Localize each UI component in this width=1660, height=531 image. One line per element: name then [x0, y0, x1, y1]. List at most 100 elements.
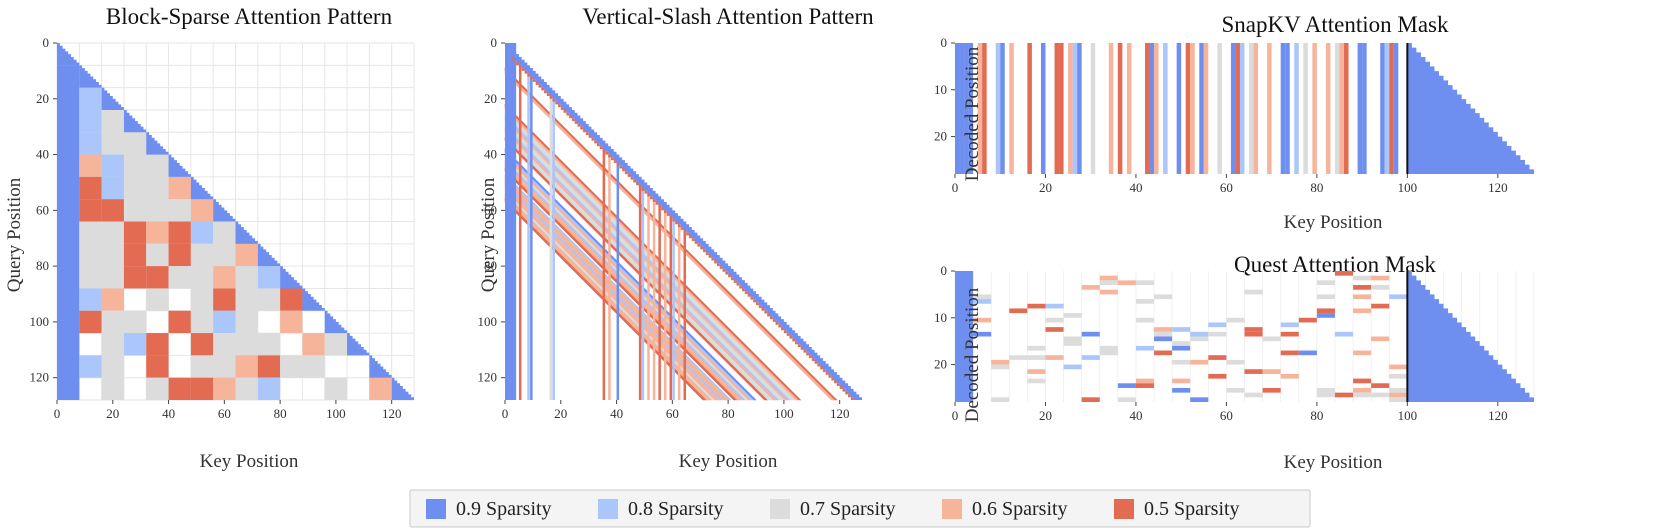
block-cell [101, 176, 124, 200]
selected-page [1154, 350, 1173, 356]
selected-page [991, 364, 1010, 370]
vertical-slash-xtick-label: 20 [554, 406, 567, 421]
selected-page [1045, 303, 1064, 309]
kept-column [959, 43, 965, 174]
legend-label: 0.9 Sparsity [456, 498, 552, 520]
snapkv-ytick-label: 0 [941, 35, 948, 50]
block-cell [101, 355, 124, 378]
vertical-line [669, 207, 673, 400]
legend-label: 0.8 Sparsity [628, 498, 724, 520]
kept-column [1176, 43, 1182, 174]
selected-page [1208, 355, 1227, 360]
selected-page [1334, 392, 1354, 398]
vertical-line [652, 190, 656, 400]
selected-page [1334, 271, 1354, 276]
selected-page [1244, 289, 1263, 295]
quest-plot-area [954, 271, 1535, 402]
block-cell [146, 333, 169, 356]
quest-ticks: 0 20 40 60 80 100 120 0 10 20 [934, 263, 1508, 423]
block-sparse-ytick-label: 60 [36, 202, 49, 217]
kept-column [1312, 43, 1317, 174]
selected-page [1280, 373, 1299, 379]
block-cell [146, 176, 169, 200]
selected-page [1371, 275, 1390, 281]
block-cell [123, 221, 147, 244]
block-cell [123, 199, 147, 222]
selected-page [1298, 317, 1317, 323]
snapkv-panel: SnapKV Attention Mask 0 20 40 60 80 100 120 0 10… [934, 12, 1534, 233]
block-cell [79, 87, 102, 110]
selected-page [1172, 327, 1191, 332]
selected-page [1081, 355, 1100, 360]
selected-page [1244, 392, 1263, 398]
selected-page [1244, 327, 1263, 332]
block-cell [101, 132, 124, 155]
causal-triangle [1407, 43, 1534, 174]
snapkv-xtick-label: 100 [1398, 180, 1418, 195]
selected-page [1135, 280, 1155, 286]
kept-column [982, 43, 987, 174]
selected-page [1316, 313, 1335, 318]
selected-page [1009, 308, 1028, 314]
kept-column [1009, 43, 1014, 174]
kept-column [1389, 43, 1394, 174]
kept-column [964, 43, 969, 174]
block-cell [146, 266, 169, 289]
quest-ytick-label: 10 [934, 310, 947, 325]
legend-item: 0.8 Sparsity [598, 498, 724, 520]
selected-page [1208, 373, 1227, 379]
selected-page [1081, 397, 1100, 402]
kept-column [1072, 43, 1078, 174]
selected-page [1099, 275, 1118, 281]
vertical-slash-ytick-label: 20 [484, 91, 497, 106]
block-cell [79, 176, 102, 200]
block-sparse-ylabel: Query Position [4, 177, 25, 292]
kept-column [1294, 43, 1299, 174]
block-cell [235, 310, 258, 334]
block-cell [280, 288, 303, 311]
selected-page [973, 299, 992, 304]
selected-page [1027, 355, 1046, 360]
block-cell [213, 288, 236, 311]
block-cell [101, 288, 124, 311]
quest-ytick-label: 20 [934, 357, 947, 372]
selected-page [1280, 350, 1299, 356]
selected-page [1063, 313, 1082, 318]
vertical-line [527, 65, 530, 400]
vertical-slash-ytick-label: 80 [484, 258, 497, 273]
block-cell [123, 176, 147, 200]
vertical-line [616, 154, 620, 400]
kept-column [1068, 43, 1073, 174]
kept-column [1154, 43, 1159, 174]
block-cell [79, 243, 102, 267]
selected-page [1280, 322, 1299, 328]
vertical-line [677, 215, 681, 400]
selected-page [1353, 392, 1372, 398]
selected-page [1045, 327, 1064, 332]
slash-line [504, 148, 757, 401]
vertical-slash-xtick-label: 80 [722, 406, 735, 421]
selected-page [1154, 294, 1173, 300]
sink-columns [955, 271, 974, 402]
legend-frame [409, 489, 1311, 528]
selected-page [1117, 280, 1136, 286]
block-cell [213, 310, 236, 334]
selected-page [1099, 350, 1118, 356]
kept-column [1108, 43, 1114, 174]
kept-column [1325, 43, 1331, 174]
selected-page [1135, 299, 1155, 304]
kept-column [1190, 43, 1195, 174]
block-cell [79, 221, 102, 244]
block-sparse-xlabel: Key Position [200, 451, 299, 472]
block-cell [123, 333, 147, 356]
kept-column [1117, 43, 1123, 174]
selected-page [1009, 355, 1028, 360]
selected-page [1190, 331, 1209, 337]
kept-column [1059, 43, 1064, 174]
selected-page [1190, 359, 1209, 365]
block-cell [168, 199, 191, 222]
legend-swatch [1114, 499, 1134, 519]
legend-item: 0.5 Sparsity [1114, 498, 1240, 520]
legend-swatch [770, 499, 790, 519]
